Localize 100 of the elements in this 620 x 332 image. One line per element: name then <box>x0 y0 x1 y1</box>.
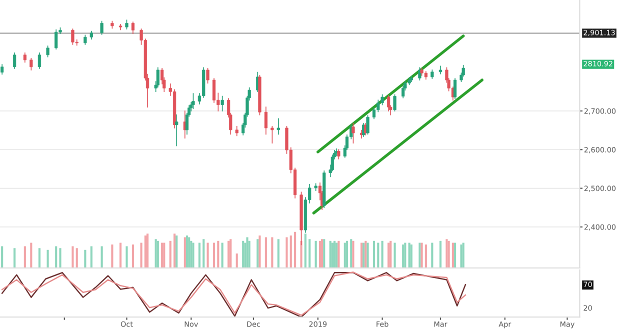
bar <box>329 240 332 268</box>
bar <box>454 242 456 268</box>
candlestick <box>366 115 370 135</box>
bar <box>333 240 336 268</box>
bar <box>111 244 114 268</box>
bar <box>72 246 74 268</box>
bar <box>394 242 396 268</box>
candlestick <box>276 118 280 135</box>
candlestick <box>54 29 58 50</box>
bar <box>173 234 176 268</box>
candlestick <box>270 126 274 144</box>
bar <box>462 242 464 268</box>
candlestick <box>453 78 457 100</box>
bar <box>294 232 296 268</box>
bar <box>156 240 159 268</box>
bar <box>30 242 32 268</box>
bar <box>308 239 311 268</box>
bar <box>90 246 92 268</box>
candlestick <box>100 20 104 35</box>
bar <box>448 240 450 268</box>
bar <box>221 242 224 268</box>
bar <box>286 237 288 268</box>
bar <box>1 246 4 268</box>
bar <box>460 244 462 268</box>
bar <box>202 239 205 268</box>
bar <box>424 244 427 268</box>
candlestick <box>235 126 238 136</box>
bar <box>161 242 164 268</box>
candlestick <box>220 96 224 112</box>
bar <box>402 244 404 268</box>
bar <box>256 239 259 268</box>
bar <box>377 242 380 268</box>
bar <box>163 242 166 268</box>
bar <box>24 246 26 268</box>
candlestick <box>0 64 4 75</box>
bar <box>408 242 410 268</box>
bar <box>381 240 384 268</box>
bar <box>140 242 142 268</box>
bar <box>119 242 122 268</box>
bar <box>217 240 220 268</box>
bar <box>84 250 86 268</box>
bar <box>372 240 376 268</box>
candlestick <box>264 106 268 135</box>
candlestick <box>192 93 195 110</box>
candlestick <box>131 22 135 34</box>
bar <box>228 240 230 268</box>
bar <box>184 237 186 268</box>
candlestick <box>23 52 26 63</box>
bar <box>14 248 16 268</box>
bar <box>431 242 434 268</box>
bar <box>439 240 442 268</box>
bar <box>46 250 49 268</box>
bar <box>452 242 454 268</box>
bar <box>76 248 78 268</box>
bar <box>100 246 103 268</box>
bar <box>258 235 261 268</box>
candlestick <box>175 114 178 146</box>
candlestick <box>438 66 442 74</box>
candlestick <box>12 52 16 69</box>
candlestick <box>206 68 210 84</box>
candlestick <box>46 46 50 58</box>
candlestick <box>352 122 355 144</box>
candlestick <box>393 94 396 112</box>
bar <box>360 242 363 268</box>
bar <box>198 242 201 268</box>
bar <box>346 240 348 268</box>
candlestick <box>30 58 33 70</box>
bar <box>410 244 412 268</box>
bar <box>446 239 448 268</box>
bar <box>192 242 194 268</box>
bar <box>404 242 406 268</box>
candlestick <box>71 28 74 45</box>
candlestick <box>212 78 216 103</box>
bar <box>132 244 134 268</box>
bar <box>271 237 274 268</box>
bar <box>264 237 267 268</box>
bar <box>390 240 392 268</box>
bar <box>206 242 209 268</box>
candlestick <box>38 52 42 69</box>
bar <box>186 235 188 268</box>
bar <box>304 234 306 268</box>
bar <box>344 242 346 268</box>
bar <box>38 248 41 268</box>
candlestick <box>386 95 390 112</box>
bar <box>154 239 157 268</box>
bar <box>212 242 216 268</box>
bar <box>236 254 238 268</box>
bar <box>388 242 390 268</box>
bar <box>300 240 302 268</box>
bar <box>277 239 280 268</box>
bar <box>190 240 192 268</box>
bar <box>126 246 128 268</box>
bar <box>146 234 149 268</box>
bar <box>248 240 250 268</box>
bar <box>144 235 146 268</box>
bar <box>242 240 244 268</box>
bar <box>169 240 172 268</box>
bar <box>331 242 334 268</box>
bar <box>318 240 322 268</box>
bar <box>55 246 58 268</box>
